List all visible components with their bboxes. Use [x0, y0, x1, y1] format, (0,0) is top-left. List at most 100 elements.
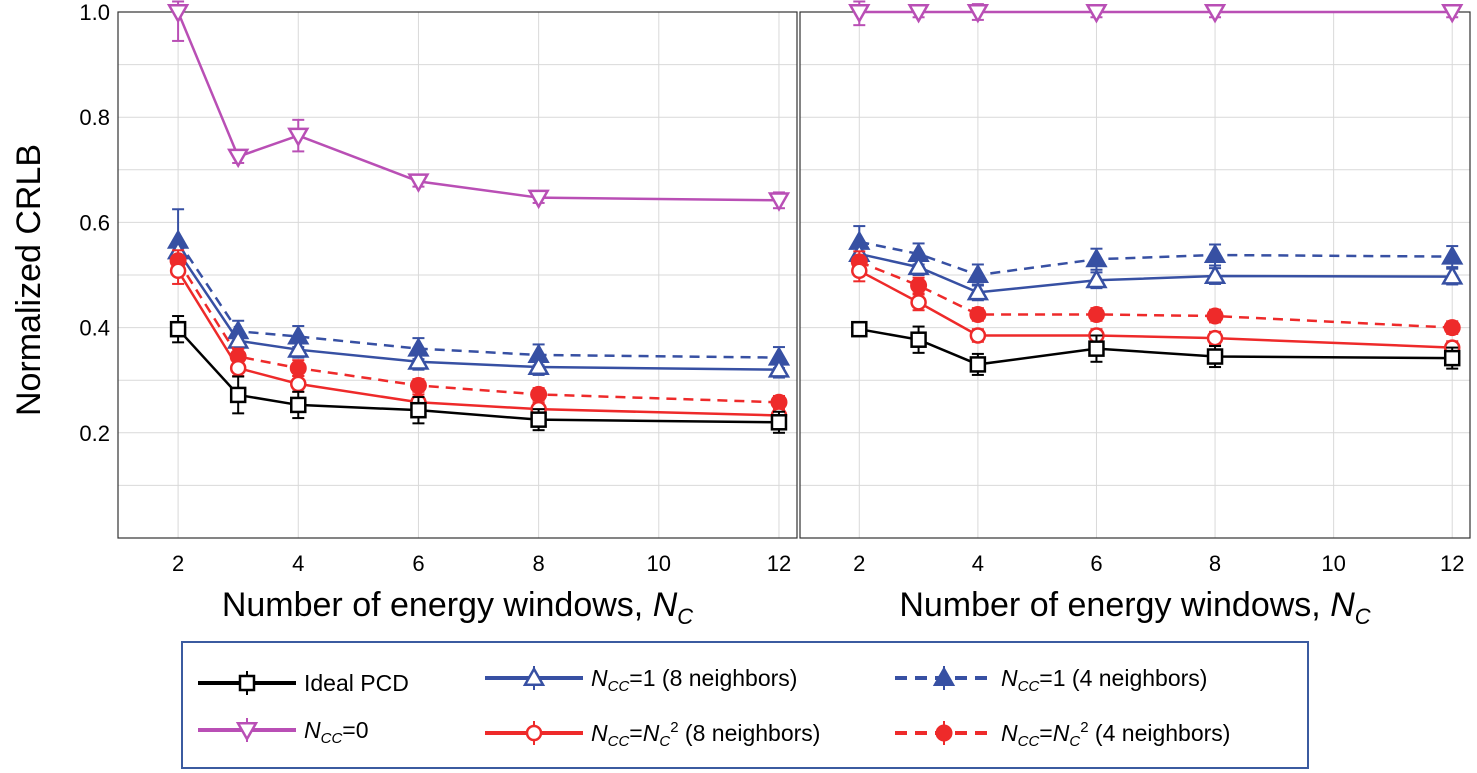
data-point	[848, 4, 871, 24]
legend-label: NCC=0	[304, 717, 369, 747]
legend-label-sub2: C	[659, 733, 670, 750]
series-line	[858, 260, 1453, 329]
data-point	[1443, 319, 1461, 337]
x-axis-label-text: Number of energy windows,	[899, 586, 1330, 624]
legend-label-var: N	[1001, 665, 1018, 691]
series-line	[176, 11, 779, 202]
data-point	[290, 375, 307, 393]
data-point	[966, 280, 990, 301]
legend-marker	[235, 722, 259, 742]
legend-label: NCC=NC2 (4 neighbors)	[1001, 719, 1230, 750]
data-point	[767, 192, 791, 212]
data-point	[966, 4, 990, 24]
data-point	[969, 327, 987, 344]
legend-label-sub: CC	[321, 730, 343, 747]
series-line	[859, 252, 1453, 294]
legend-item-nccnc_8: NCC=NC2 (8 neighbors)	[485, 719, 820, 750]
legend-marker	[935, 724, 953, 742]
legend-label-sub: CC	[608, 733, 630, 750]
series-ncc0	[848, 0, 1464, 27]
data-point	[1206, 307, 1224, 325]
legend-item-ncc1_4: NCC=1 (4 neighbors)	[895, 665, 1207, 695]
data-point	[527, 355, 550, 376]
legend-label-var2: N	[643, 720, 660, 746]
x-tick-label: 8	[532, 551, 544, 576]
series-line	[177, 240, 779, 359]
series-line	[177, 328, 779, 424]
x-axis-label: Number of energy windows, NC	[899, 586, 1370, 629]
legend-label-rest: (8 neighbors)	[679, 720, 821, 746]
series-ncc0	[166, 0, 791, 212]
x-tick-label: 8	[1209, 551, 1221, 576]
data-point	[907, 255, 930, 276]
data-point	[1441, 265, 1464, 285]
legend-label-rest: =0	[342, 717, 368, 743]
data-point	[407, 173, 430, 193]
series-line	[177, 260, 780, 404]
legend-label: Ideal PCD	[304, 670, 409, 696]
series-line	[177, 250, 779, 371]
series-ncc1_8	[166, 239, 791, 379]
legend-label-var: N	[591, 720, 608, 746]
data-point	[851, 320, 868, 338]
legend-label-rest: =1 (8 neighbors)	[629, 665, 797, 691]
data-point	[1203, 243, 1227, 264]
data-point	[169, 320, 187, 338]
data-point	[1206, 348, 1224, 365]
data-point	[1085, 247, 1108, 268]
series-nccnc_4	[850, 250, 1461, 337]
y-tick-label: 0.6	[79, 210, 110, 235]
data-point	[1203, 4, 1227, 24]
data-point	[530, 411, 547, 428]
data-point	[770, 414, 788, 431]
data-point	[1441, 245, 1464, 265]
legend-label: NCC=1 (8 neighbors)	[591, 665, 797, 695]
legend-marker	[932, 666, 956, 686]
data-point	[407, 350, 430, 370]
legend-label-mid: =	[1039, 720, 1052, 746]
data-point	[289, 359, 307, 377]
x-axis-label-sub: C	[677, 604, 693, 629]
data-point	[229, 359, 247, 377]
series-line	[177, 270, 780, 417]
x-tick-label: 2	[853, 551, 865, 576]
data-point	[966, 263, 990, 283]
data-point	[227, 329, 250, 349]
data-point	[1085, 4, 1108, 24]
plot-frame	[117, 11, 798, 539]
data-point	[287, 338, 310, 358]
legend-label-var: N	[591, 665, 608, 691]
data-point	[287, 127, 310, 148]
series-nccnc_4	[169, 249, 788, 411]
legend-marker	[522, 666, 546, 686]
x-axis-label: Number of energy windows, NC	[222, 586, 693, 629]
data-point	[910, 294, 927, 311]
x-axis-label-var: N	[653, 586, 678, 624]
data-point	[969, 305, 987, 323]
panel-1: 2 4 6 8 10 12 0.2 0.4 0.6 0.8 1.0 Normalized CRLB Nu…	[10, 0, 798, 629]
legend-label-sup: 2	[670, 719, 678, 736]
data-point	[1085, 268, 1108, 289]
data-point	[530, 385, 548, 403]
series-line	[859, 240, 1453, 277]
y-tick-label: 0.4	[79, 316, 110, 341]
series-ncc1_4	[848, 225, 1464, 287]
x-tick-label: 12	[767, 551, 791, 576]
legend-box	[181, 641, 1309, 769]
data-point	[910, 331, 927, 348]
legend-label-sub2: C	[1069, 733, 1080, 750]
y-tick-label: 1.0	[79, 0, 110, 25]
x-tick-label: 10	[1321, 551, 1345, 576]
data-point	[169, 262, 187, 280]
legend-label-mid: =	[629, 720, 642, 746]
series-nccnc_8	[851, 259, 1461, 356]
data-point	[1206, 329, 1224, 347]
data-point	[1087, 305, 1105, 323]
legend-label-rest: =1 (4 neighbors)	[1039, 665, 1207, 691]
series-line	[858, 269, 1453, 349]
data-point	[969, 356, 987, 373]
axes-layer: 2 4 6 8 10 12 0.2 0.4 0.6 0.8 1.0 Normalized CRLB Nu…	[10, 0, 1471, 629]
x-tick-label: 2	[172, 551, 184, 576]
x-axis-label-sub: C	[1355, 604, 1371, 629]
